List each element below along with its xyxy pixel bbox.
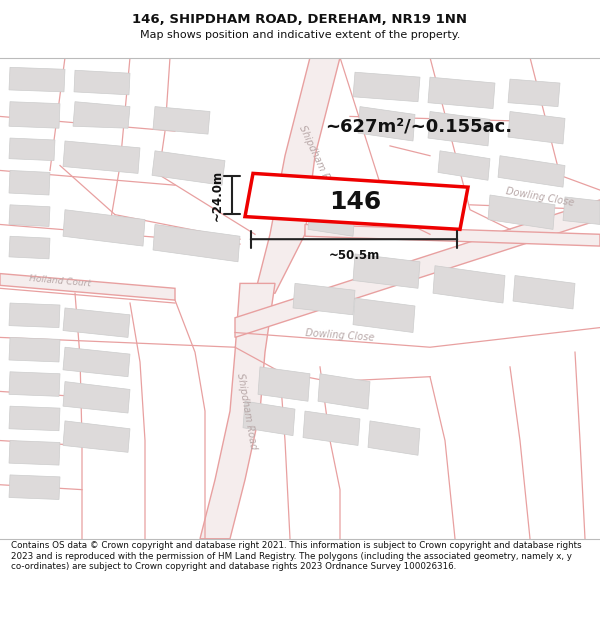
Polygon shape: [63, 210, 145, 246]
Polygon shape: [428, 77, 495, 109]
Polygon shape: [488, 195, 555, 229]
Polygon shape: [9, 102, 60, 128]
Polygon shape: [9, 138, 55, 161]
Polygon shape: [0, 274, 175, 300]
Polygon shape: [63, 421, 130, 452]
Polygon shape: [153, 224, 240, 262]
Text: Shipdham Road: Shipdham Road: [297, 124, 339, 198]
Polygon shape: [243, 401, 295, 436]
Polygon shape: [433, 266, 505, 303]
Polygon shape: [9, 441, 60, 465]
Polygon shape: [368, 421, 420, 455]
Text: Shipdham Road: Shipdham Road: [235, 372, 259, 450]
Polygon shape: [508, 111, 565, 144]
Polygon shape: [9, 338, 60, 362]
Polygon shape: [305, 224, 600, 246]
Text: ~627m²/~0.155ac.: ~627m²/~0.155ac.: [325, 118, 512, 135]
Polygon shape: [258, 185, 310, 219]
Polygon shape: [498, 156, 565, 187]
Polygon shape: [9, 372, 60, 396]
Polygon shape: [9, 205, 50, 226]
Polygon shape: [73, 102, 130, 128]
Polygon shape: [353, 298, 415, 332]
Polygon shape: [9, 303, 60, 328]
Polygon shape: [63, 308, 130, 338]
Polygon shape: [308, 205, 355, 236]
Polygon shape: [152, 151, 225, 185]
Polygon shape: [513, 276, 575, 309]
Polygon shape: [353, 72, 420, 102]
Text: Contains OS data © Crown copyright and database right 2021. This information is : Contains OS data © Crown copyright and d…: [11, 541, 581, 571]
Polygon shape: [438, 151, 490, 180]
Polygon shape: [318, 374, 370, 409]
Polygon shape: [303, 411, 360, 446]
Polygon shape: [563, 197, 600, 224]
Polygon shape: [428, 111, 490, 146]
Text: ~50.5m: ~50.5m: [328, 249, 380, 262]
Polygon shape: [235, 200, 600, 338]
Text: 146: 146: [329, 190, 381, 214]
Text: Map shows position and indicative extent of the property.: Map shows position and indicative extent…: [140, 30, 460, 40]
Polygon shape: [200, 283, 275, 539]
Polygon shape: [63, 348, 130, 377]
Polygon shape: [9, 236, 50, 259]
Polygon shape: [245, 173, 468, 229]
Polygon shape: [153, 107, 210, 134]
Text: Dowling Close: Dowling Close: [505, 186, 575, 208]
Polygon shape: [508, 79, 560, 107]
Polygon shape: [255, 58, 340, 293]
Polygon shape: [353, 254, 420, 288]
Polygon shape: [293, 283, 355, 315]
Polygon shape: [74, 70, 130, 95]
Polygon shape: [9, 68, 65, 92]
Polygon shape: [9, 475, 60, 499]
Polygon shape: [63, 382, 130, 413]
Text: Dowling Close: Dowling Close: [305, 328, 375, 343]
Text: ~24.0m: ~24.0m: [211, 169, 224, 221]
Polygon shape: [258, 367, 310, 401]
Polygon shape: [9, 406, 60, 431]
Polygon shape: [63, 141, 140, 173]
Polygon shape: [9, 171, 50, 195]
Text: 146, SHIPDHAM ROAD, DEREHAM, NR19 1NN: 146, SHIPDHAM ROAD, DEREHAM, NR19 1NN: [133, 12, 467, 26]
Text: Holland Court: Holland Court: [29, 274, 91, 289]
Polygon shape: [358, 107, 415, 141]
